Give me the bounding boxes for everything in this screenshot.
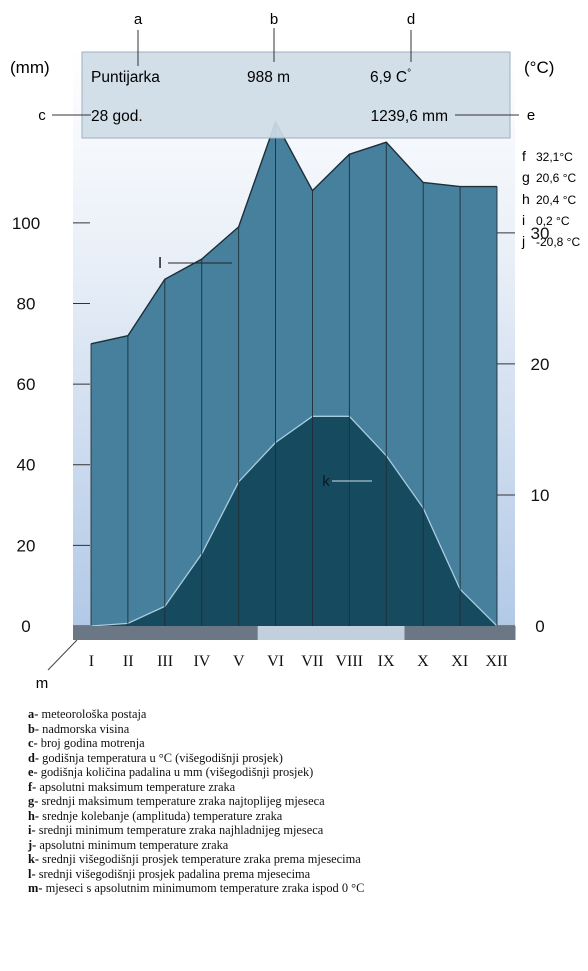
frost-month-V (220, 626, 258, 640)
left-tick-60: 60 (17, 375, 36, 394)
right-axis-unit: (°C) (524, 58, 554, 77)
axes: 0 20 40 60 80 100 0 10 20 30 (12, 214, 550, 636)
month-label-V: V (233, 653, 245, 670)
station-info-box (81, 51, 511, 139)
legend-item-k: k- srednji višegodišnji prosjek temperat… (28, 852, 361, 866)
callout-a: a (134, 11, 143, 28)
left-tick-100: 100 (12, 214, 40, 233)
left-tick-80: 80 (17, 294, 36, 313)
legend-item-c: c- broj godina motrenja (28, 736, 145, 750)
month-label-IX: IX (378, 653, 395, 670)
legend-item-j: j- apsolutni minimum temperature zraka (28, 837, 229, 852)
frost-month-XII (478, 626, 516, 640)
month-label-I: I (89, 653, 94, 670)
right-tick-0: 0 (535, 617, 544, 636)
legend-item-m: m- mjeseci s apsolutnim minimumom temper… (28, 881, 365, 895)
callout-c: c (38, 107, 46, 124)
frost-month-II (109, 626, 148, 640)
annual-precipitation: 1239,6 mm (370, 108, 448, 125)
stat-key-i: i (522, 212, 525, 228)
legend-item-h: h- srednje kolebanje (amplituda) tempera… (28, 808, 283, 823)
legend-item-i: i- srednji minimum temperature zraka naj… (28, 823, 324, 837)
legend-item-f: f- apsolutni maksimum temperature zraka (28, 779, 236, 794)
stat-key-h: h (522, 191, 530, 207)
stat-key-j: j (521, 233, 525, 249)
temperature-layer (90, 415, 498, 627)
left-tick-40: 40 (17, 456, 36, 475)
month-label-II: II (123, 653, 134, 670)
callout-m: m (36, 675, 49, 692)
callout-k: k (322, 473, 330, 490)
right-tick-10: 10 (531, 486, 550, 505)
month-label-VIII: VIII (335, 653, 363, 670)
station-name: Puntijarka (91, 69, 160, 86)
right-tick-30: 30 (531, 224, 550, 243)
station-altitude: 988 m (247, 69, 290, 86)
month-dividers (90, 122, 498, 626)
month-axis: I II III IV V VI VII VIII IX X XI XII (73, 626, 516, 670)
callout-e: e (527, 107, 535, 124)
month-label-XII: XII (485, 653, 507, 670)
legend-item-a: a- meteorološka postaja (28, 707, 147, 721)
legend-item-e: e- godišnja količina padalina u mm (više… (28, 765, 314, 779)
legend-item-g: g- srednji maksimum temperature zraka na… (28, 794, 325, 808)
callout-d: d (407, 11, 415, 28)
legend: a- meteorološka postaja b- nadmorska vis… (28, 707, 588, 896)
stat-value-g: 20,6 °C (536, 171, 576, 185)
callout-l: l (158, 255, 161, 272)
legend-item-l: l- srednji višegodišnji prosjek padalina… (28, 866, 311, 881)
frost-month-XI (441, 626, 479, 640)
right-tick-20: 20 (531, 355, 550, 374)
month-label-III: III (157, 653, 173, 670)
legend-item-d: d- godišnja temperatura u °C (višegodišn… (28, 750, 283, 765)
frost-month-III (146, 626, 184, 640)
frost-month-X (404, 626, 442, 640)
month-label-XI: XI (451, 653, 468, 670)
stat-value-h: 20,4 °C (536, 193, 576, 207)
stat-value-i: 0,2 °C (536, 214, 570, 228)
month-label-IV: IV (193, 653, 210, 670)
observation-years: 28 god. (91, 108, 143, 125)
left-tick-0: 0 (21, 617, 30, 636)
stat-value-f: 32,1°C (536, 150, 573, 164)
stat-key-f: f (522, 148, 526, 164)
temperature-stats: f 32,1°C g 20,6 °C h 20,4 °C i 0,2 °C j … (521, 148, 580, 249)
frost-month-IV (183, 626, 221, 640)
month-label-VI: VI (267, 653, 284, 670)
annual-temperature: 6,9 C° (370, 68, 411, 86)
temperature-line (90, 415, 498, 627)
legend-item-b: b- nadmorska visina (28, 721, 130, 736)
climate-diagram: a b d c e l k m (mm) (°C) Puntijarka 988… (10, 11, 580, 692)
month-label-X: X (417, 653, 429, 670)
callout-b: b (270, 11, 278, 28)
frost-month-I (73, 626, 111, 640)
left-axis-unit: (mm) (10, 58, 50, 77)
stat-value-j: -20,8 °C (536, 235, 580, 249)
stat-key-g: g (522, 169, 530, 185)
precipitation-line (90, 120, 497, 345)
left-tick-20: 20 (17, 536, 36, 555)
month-label-VII: VII (301, 653, 323, 670)
